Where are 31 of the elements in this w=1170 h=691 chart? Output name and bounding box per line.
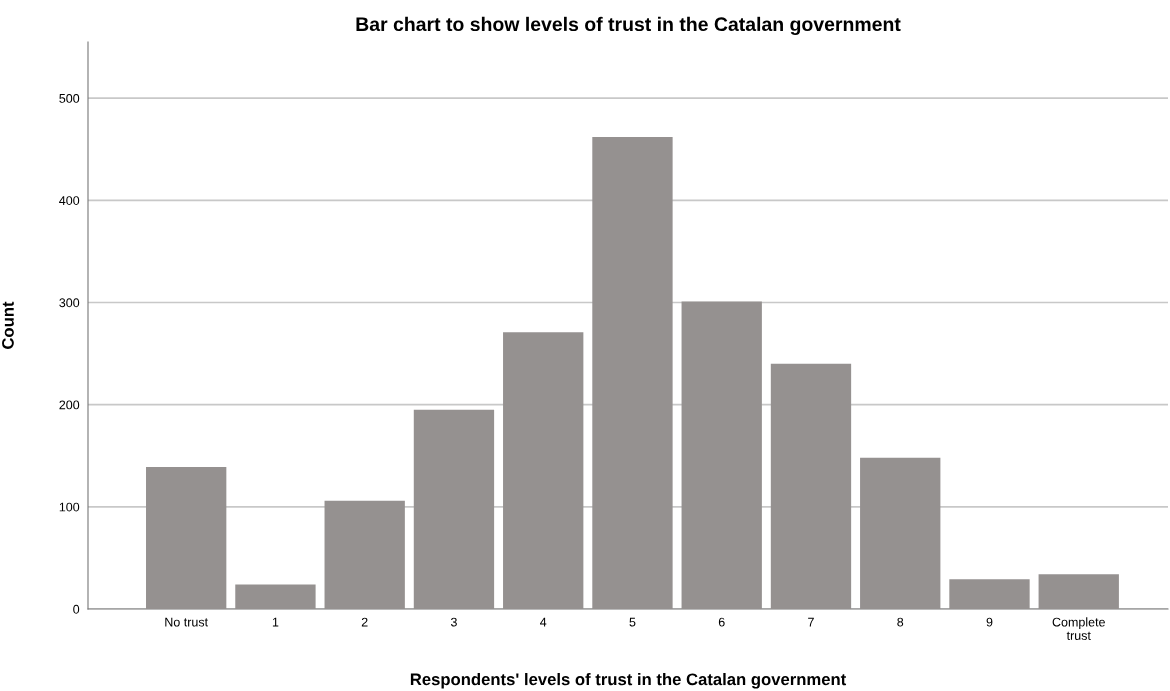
x-tick-label: 8 [897, 617, 904, 627]
x-tick-label: 6 [718, 617, 725, 627]
y-tick-label: 100 [59, 502, 80, 512]
y-tick-label: 500 [59, 93, 80, 103]
bar [949, 579, 1030, 609]
bar [324, 500, 405, 609]
x-axis-title: Respondents' levels of trust in the Catalan government [410, 673, 847, 689]
bar [503, 332, 584, 609]
bar [860, 457, 941, 609]
y-tick-label: 300 [59, 298, 80, 308]
y-tick-label: 0 [73, 604, 80, 614]
bar [681, 301, 762, 609]
x-tick-label: 9 [986, 617, 993, 627]
x-tick-label: 7 [808, 617, 814, 627]
x-tick-label: 4 [540, 617, 547, 627]
x-tick-label: 2 [361, 617, 368, 627]
bar [146, 466, 227, 609]
y-tick-label: 400 [59, 196, 80, 205]
x-tick-label: No trust [165, 617, 208, 627]
bar [235, 584, 316, 609]
bar [1038, 574, 1119, 609]
x-tick-label: Complete trust [1052, 617, 1105, 640]
bar [413, 409, 495, 609]
x-tick-label: 5 [629, 617, 636, 627]
y-axis-title: Count [2, 301, 14, 349]
x-tick-label: 1 [272, 617, 279, 627]
x-tick-label: 3 [450, 617, 457, 627]
bar [770, 363, 852, 609]
y-tick-label: 200 [59, 400, 80, 410]
bar [592, 137, 673, 609]
chart-title: Bar chart to show levels of trust in the Catalan government [356, 16, 901, 36]
